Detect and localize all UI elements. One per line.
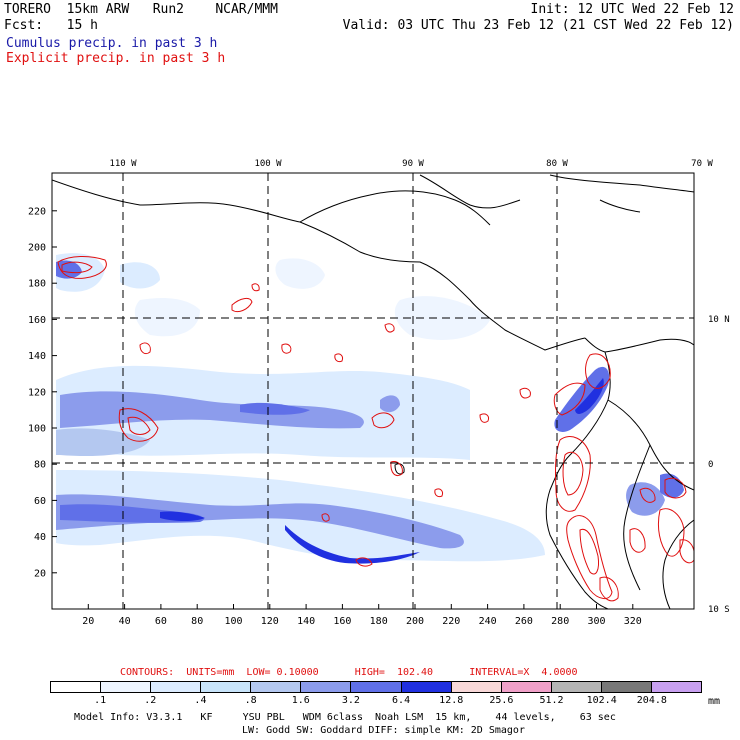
model-info-line1: Model Info: V3.3.1 KF YSU PBL WDM 6class…: [74, 712, 616, 723]
colorbar-label: 25.6: [489, 695, 514, 706]
y-tick-label: 120: [28, 387, 46, 398]
lon-label-110w: 110 W: [109, 159, 137, 169]
init-time: Init: 12 UTC Wed 22 Feb 12: [530, 2, 735, 17]
y-tick-label: 100: [28, 424, 46, 435]
colorbar-swatch: [251, 682, 302, 692]
x-tick-label: 200: [406, 616, 424, 627]
y-axis-tick-labels: 20 40 60 80 100 120 140 160 180 200 220: [28, 206, 46, 579]
x-tick-label: 140: [297, 616, 315, 627]
colorbar-label: 102.4: [586, 695, 617, 706]
x-tick-label: 220: [442, 616, 460, 627]
y-tick-label: 20: [34, 568, 46, 579]
lat-label-10s: 10 S: [708, 605, 730, 615]
colorbar-swatch: [101, 682, 152, 692]
lon-label-70w: 70 W: [691, 159, 713, 169]
precip-colorbar: [50, 681, 702, 693]
x-tick-label: 160: [333, 616, 351, 627]
valid-time: Valid: 03 UTC Thu 23 Feb 12 (21 CST Wed …: [342, 18, 734, 33]
forecast-hour: Fcst: 15 h: [4, 18, 98, 33]
contour-info: CONTOURS: UNITS=mm LOW= 0.10000 HIGH= 10…: [120, 667, 578, 678]
x-tick-label: 240: [479, 616, 497, 627]
colorbar-labels: .1 .2 .4 .8 1.6 3.2 6.4 12.8 25.6 51.2 102.4 204.8: [50, 695, 702, 707]
x-tick-label: 40: [119, 616, 131, 627]
precip-fields: [56, 253, 684, 564]
y-tick-label: 140: [28, 351, 46, 362]
y-tick-label: 60: [34, 496, 46, 507]
latlon-grid: [52, 173, 694, 609]
explicit-precip-title: Explicit precip. in past 3 h: [6, 51, 226, 66]
x-tick-label: 80: [191, 616, 203, 627]
colorbar-unit: mm: [708, 696, 721, 707]
lat-label-10n: 10 N: [708, 315, 730, 325]
colorbar-swatch: [651, 682, 702, 692]
colorbar-label: .2: [144, 695, 157, 706]
y-tick-label: 220: [28, 206, 46, 217]
y-tick-label: 200: [28, 243, 46, 254]
y-tick-label: 40: [34, 532, 46, 543]
x-tick-label: 100: [224, 616, 242, 627]
x-tick-label: 20: [82, 616, 94, 627]
lon-label-90w: 90 W: [402, 159, 424, 169]
colorbar-swatch: [451, 682, 502, 692]
colorbar-swatch: [401, 682, 452, 692]
cumulus-precip-title: Cumulus precip. in past 3 h: [6, 36, 218, 51]
colorbar-swatch: [351, 682, 402, 692]
colorbar-swatch: [201, 682, 252, 692]
colorbar-swatch: [501, 682, 552, 692]
x-tick-label: 260: [515, 616, 533, 627]
colorbar-label: 1.6: [291, 695, 310, 706]
colorbar-label: 51.2: [539, 695, 564, 706]
x-tick-label: 280: [551, 616, 569, 627]
x-tick-label: 120: [261, 616, 279, 627]
colorbar-label: 3.2: [341, 695, 360, 706]
x-axis-ticks: [87, 604, 634, 609]
map-frame: [51, 172, 695, 610]
x-tick-label: 180: [370, 616, 388, 627]
colorbar-label: 12.8: [439, 695, 464, 706]
coastlines: [52, 174, 694, 609]
x-tick-label: 300: [587, 616, 605, 627]
colorbar-swatch: [601, 682, 652, 692]
lon-label-80w: 80 W: [546, 159, 568, 169]
colorbar-label: .4: [194, 695, 207, 706]
x-tick-label: 60: [155, 616, 167, 627]
model-title: TORERO 15km ARW Run2 NCAR/MMM: [4, 2, 278, 17]
x-axis-tick-labels: 20 40 60 80 100 120 140 160 180 200 220 240 260 280 30…: [82, 616, 642, 627]
y-axis-ticks: [52, 210, 57, 574]
colorbar-label: .8: [244, 695, 257, 706]
colorbar-label: 6.4: [392, 695, 411, 706]
lon-label-100w: 100 W: [254, 159, 282, 169]
x-tick-label: 320: [624, 616, 642, 627]
colorbar-label: 204.8: [636, 695, 667, 706]
colorbar-swatch: [551, 682, 602, 692]
colorbar-label: .1: [94, 695, 107, 706]
y-tick-label: 160: [28, 315, 46, 326]
model-info-line2: LW: Godd SW: Goddard DIFF: simple KM: 2D…: [242, 725, 525, 736]
y-tick-label: 180: [28, 279, 46, 290]
colorbar-swatch: [51, 682, 102, 692]
colorbar-swatch: [151, 682, 202, 692]
colorbar-swatch: [301, 682, 352, 692]
lat-label-0: 0: [708, 460, 713, 470]
y-tick-label: 80: [34, 460, 46, 471]
